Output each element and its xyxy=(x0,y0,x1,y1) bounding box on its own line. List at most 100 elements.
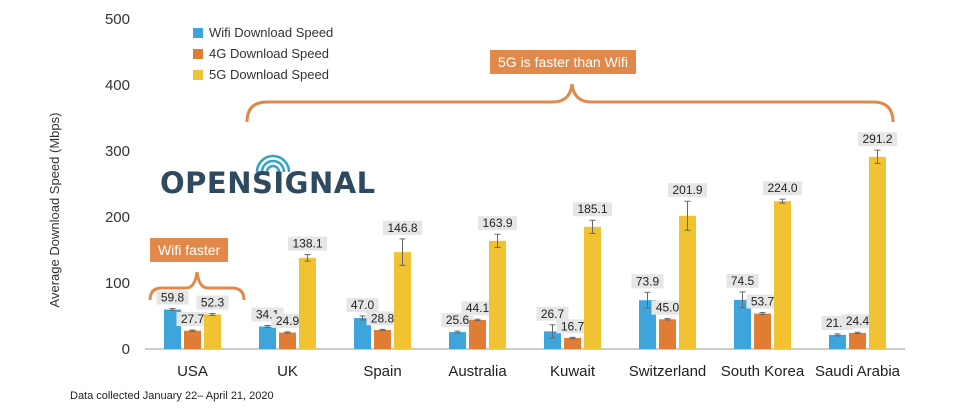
bar xyxy=(394,252,411,349)
data-label: 25.6 xyxy=(446,313,470,327)
y-axis-label: Average Download Speed (Mbps) xyxy=(47,112,62,308)
data-label-bg xyxy=(841,314,874,329)
callout-5g-faster: 5G is faster than Wifi xyxy=(490,50,636,74)
bar xyxy=(449,332,466,349)
data-label: 26.7 xyxy=(541,307,565,321)
data-label: 291.2 xyxy=(862,132,892,146)
x-tick-label: USA xyxy=(177,363,208,380)
callout-wifi-faster: Wifi faster xyxy=(150,238,229,262)
y-tick-label: 400 xyxy=(105,77,130,94)
bar xyxy=(204,314,221,349)
legend-label-4g: 4G Download Speed xyxy=(209,46,329,61)
x-tick-label: Saudi Arabia xyxy=(815,363,901,380)
data-label: 52.3 xyxy=(201,295,225,309)
bar xyxy=(279,332,296,349)
bar xyxy=(489,240,506,349)
y-tick-label: 300 xyxy=(105,143,130,160)
bar xyxy=(299,257,316,349)
brace-5g xyxy=(245,83,895,123)
legend-item-wifi: Wifi Download Speed xyxy=(193,22,333,43)
x-tick-label: UK xyxy=(277,363,298,380)
bar xyxy=(774,201,791,349)
bar xyxy=(374,329,391,349)
legend-swatch-wifi xyxy=(193,27,203,38)
data-label-bg xyxy=(196,295,229,310)
y-tick-label: 500 xyxy=(105,11,130,28)
data-label-bg xyxy=(631,274,664,289)
data-label: 185.1 xyxy=(577,202,607,216)
bar xyxy=(869,156,886,349)
data-label-bg xyxy=(383,220,422,235)
data-label: 74.5 xyxy=(731,274,755,288)
data-label: 163.9 xyxy=(482,216,512,230)
data-label: 146.8 xyxy=(387,221,417,235)
x-tick-label: South Korea xyxy=(721,363,805,380)
data-label-bg xyxy=(668,183,707,198)
y-tick-label: 0 xyxy=(122,341,130,358)
data-label-bg xyxy=(746,294,779,309)
data-label-bg xyxy=(156,290,189,305)
bar xyxy=(849,332,866,349)
data-label: 73.9 xyxy=(636,274,660,288)
data-label: 24.9 xyxy=(276,314,300,328)
legend-item-4g: 4G Download Speed xyxy=(193,43,333,64)
bar xyxy=(564,337,581,349)
data-label-bg xyxy=(366,311,399,326)
bar xyxy=(829,334,846,349)
data-label: 45.0 xyxy=(656,301,680,315)
data-label: 44.1 xyxy=(466,301,490,315)
bar xyxy=(544,331,561,349)
data-label-bg xyxy=(441,313,474,328)
bar xyxy=(584,226,601,349)
bar xyxy=(259,326,276,349)
x-tick-label: Kuwait xyxy=(550,363,596,380)
data-label: 224.0 xyxy=(767,181,797,195)
data-label-bg xyxy=(858,132,897,147)
bar xyxy=(659,319,676,349)
logo-signal-arc xyxy=(260,159,286,173)
x-tick-label: Switzerland xyxy=(629,363,707,380)
legend-swatch-4g xyxy=(193,48,203,59)
data-label: 28.8 xyxy=(371,311,395,325)
bar xyxy=(679,215,696,349)
data-label: 27.7 xyxy=(181,312,205,326)
data-label: 53.7 xyxy=(751,295,775,309)
bar xyxy=(754,313,771,349)
data-label-bg xyxy=(651,300,684,315)
data-label-bg xyxy=(271,313,304,328)
legend: Wifi Download Speed 4G Download Speed 5G… xyxy=(193,22,333,85)
bar xyxy=(734,299,751,349)
data-label: 59.8 xyxy=(161,291,185,305)
legend-label-wifi: Wifi Download Speed xyxy=(209,25,334,40)
y-tick-label: 100 xyxy=(105,275,130,292)
x-tick-label: Spain xyxy=(363,363,401,380)
data-label-bg xyxy=(573,202,612,217)
data-label-bg xyxy=(536,306,569,321)
data-label-bg xyxy=(346,298,379,312)
data-label: 201.9 xyxy=(672,183,702,197)
data-label: 47.0 xyxy=(351,298,375,312)
data-label-bg xyxy=(556,319,589,334)
data-label-bg xyxy=(478,216,517,231)
bar xyxy=(184,330,201,349)
data-label-bg xyxy=(461,301,494,316)
y-tick-label: 200 xyxy=(105,209,130,226)
logo-signal-arc xyxy=(255,154,291,173)
bar xyxy=(354,317,371,349)
data-label: 138.1 xyxy=(292,237,322,251)
legend-item-5g: 5G Download Speed xyxy=(193,64,333,85)
data-label-bg xyxy=(288,236,327,251)
legend-swatch-5g xyxy=(193,69,203,80)
data-label: 16.7 xyxy=(561,319,585,333)
data-label: 24.4 xyxy=(846,314,870,328)
data-label-bg xyxy=(763,181,802,196)
bar xyxy=(469,319,486,349)
x-tick-label: Australia xyxy=(448,363,507,380)
brace-wifi xyxy=(148,271,246,301)
legend-label-5g: 5G Download Speed xyxy=(209,67,329,82)
logo-signal-arc xyxy=(265,164,281,173)
data-label-bg xyxy=(726,273,759,288)
opensignal-logo: OPENSIGNAL xyxy=(160,166,376,200)
data-label-bg xyxy=(176,312,209,327)
